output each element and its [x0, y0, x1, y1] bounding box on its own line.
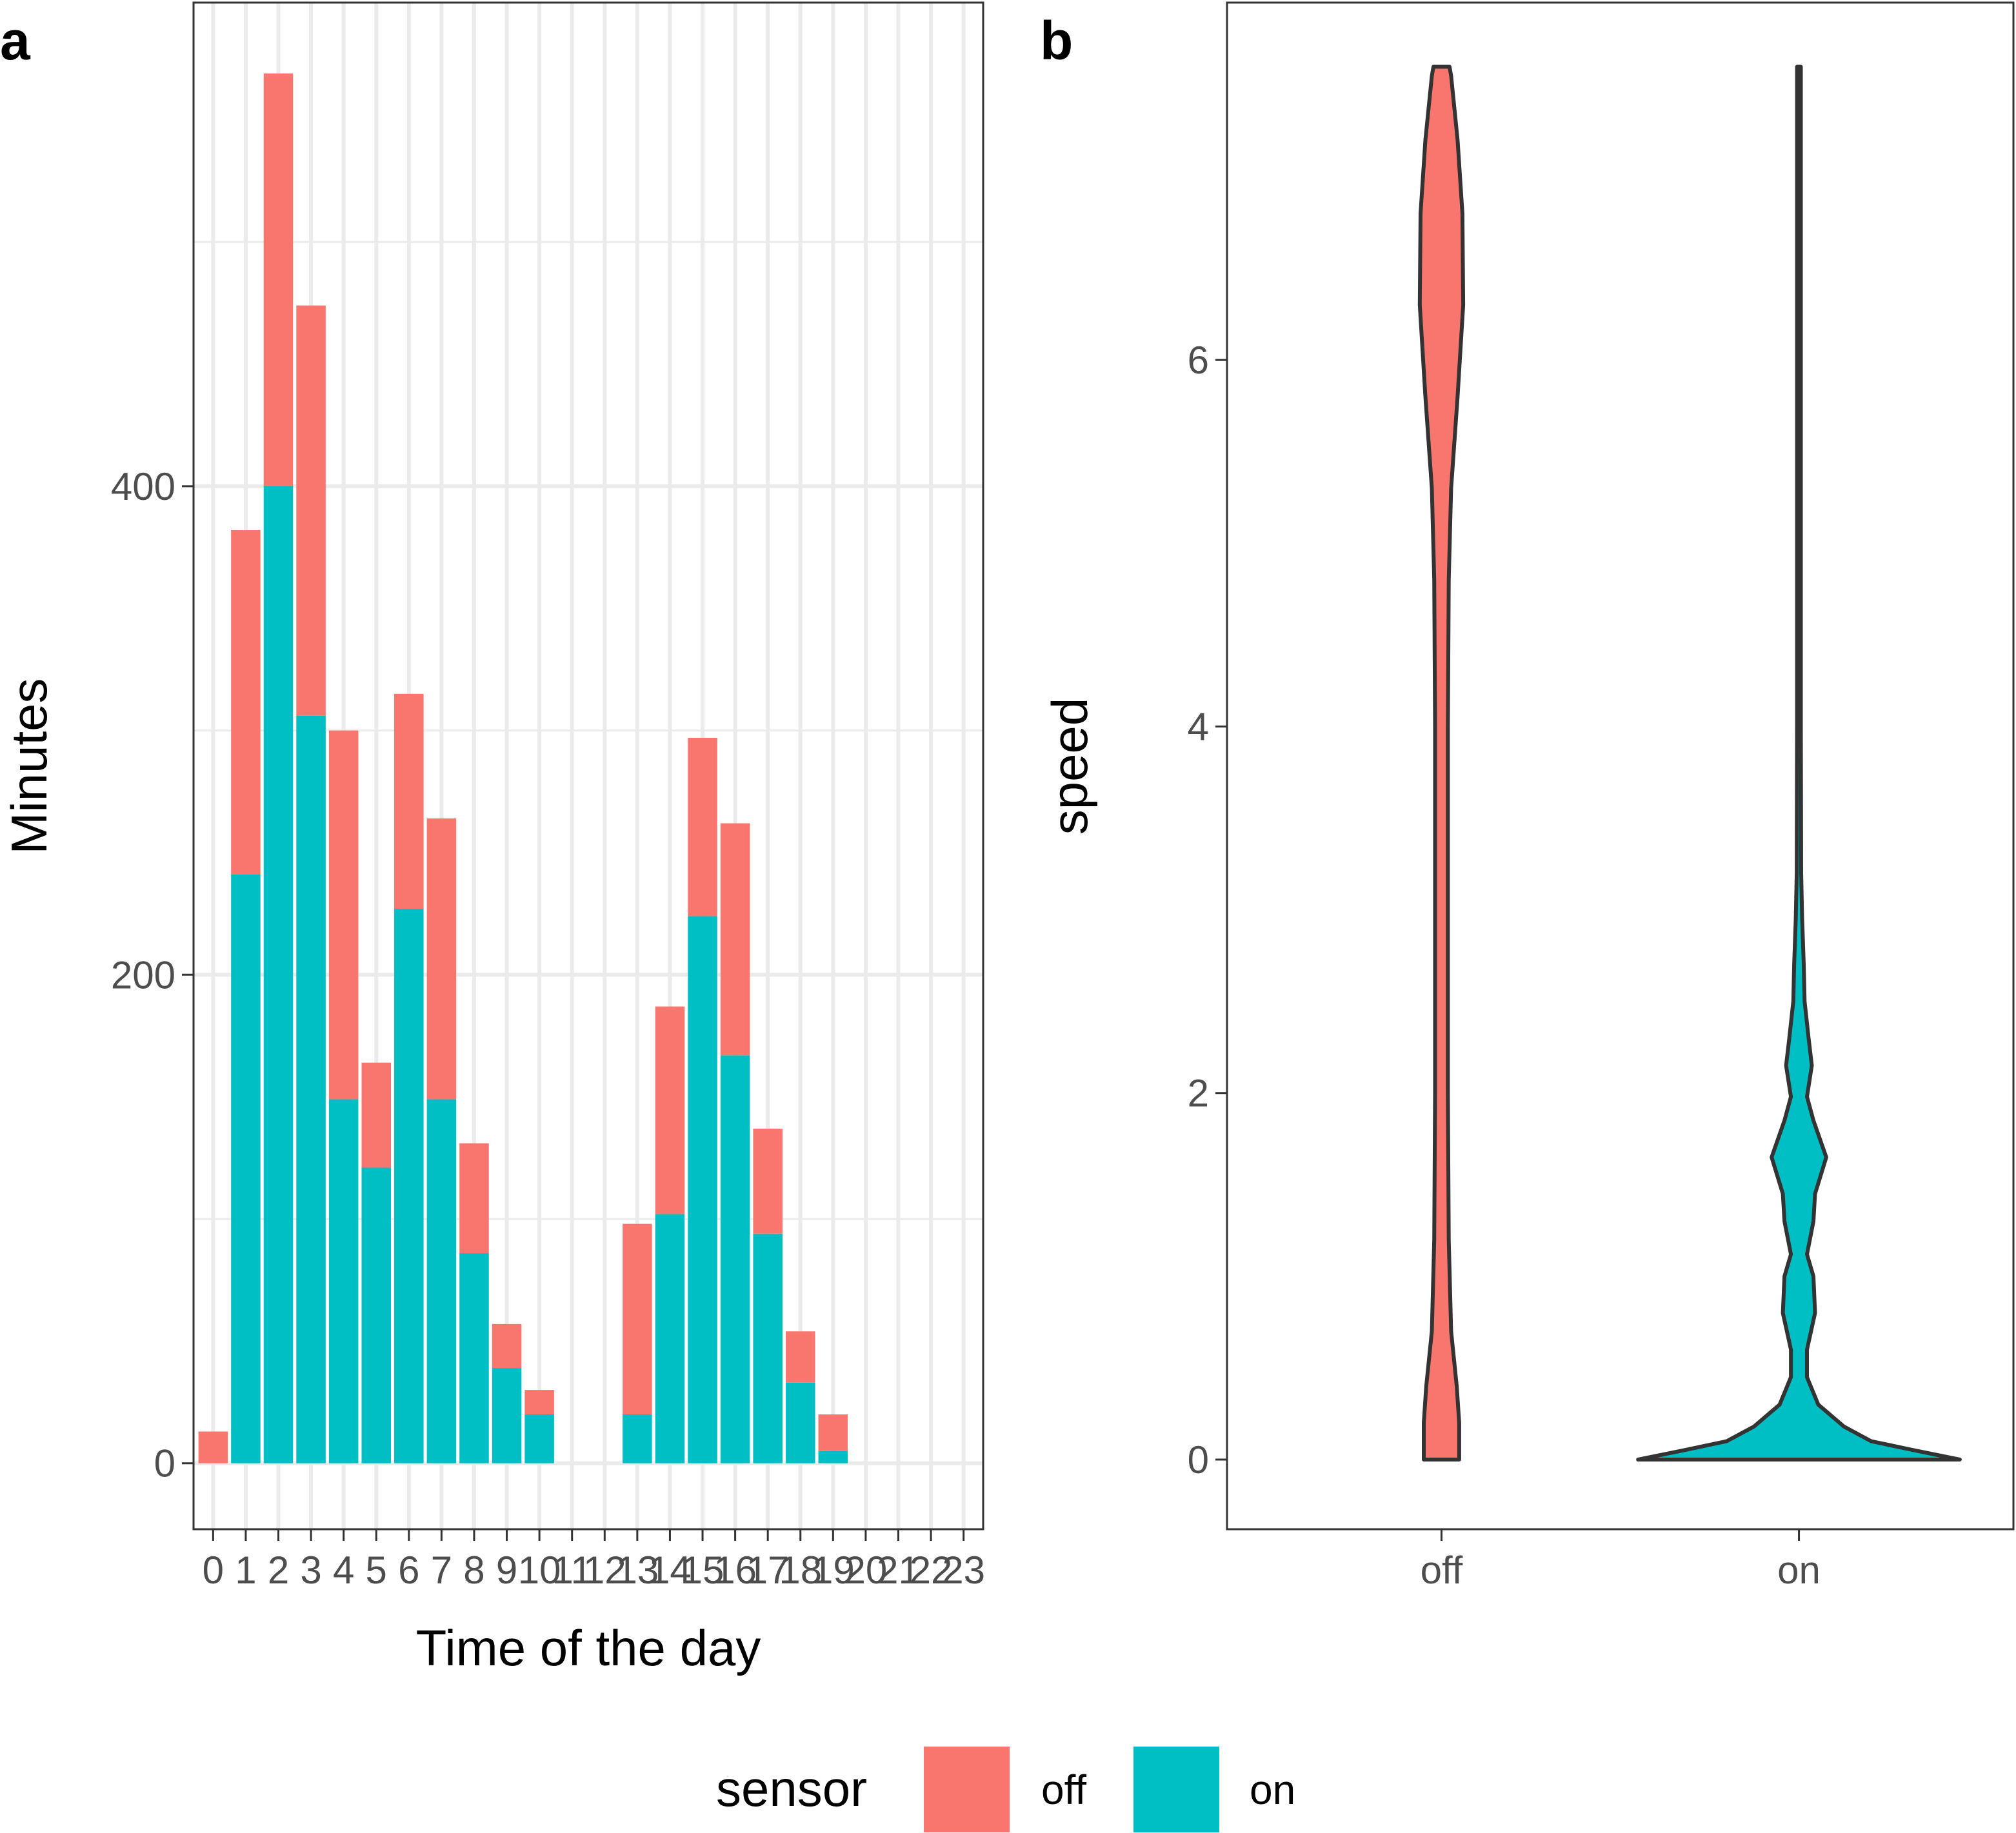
- legend-swatch-on: [1133, 1747, 1219, 1832]
- x-tick-label: 21: [877, 1549, 920, 1592]
- x-tick-label: 9: [496, 1549, 517, 1592]
- bar-segment-off: [328, 730, 359, 1100]
- panel-b-x-axis: off on: [1421, 1529, 1821, 1592]
- x-tick-label: 15: [681, 1549, 724, 1592]
- x-tick-label: 4: [333, 1549, 354, 1592]
- x-tick-label: 16: [714, 1549, 757, 1592]
- x-tick-label: 19: [812, 1549, 855, 1592]
- bar-segment-on: [524, 1414, 554, 1463]
- bar-segment-on: [753, 1233, 783, 1463]
- bar-segment-off: [426, 818, 457, 1100]
- y-tick-label: 0: [1188, 1438, 1209, 1481]
- bar-segment-off: [263, 73, 294, 486]
- bar-segment-off: [786, 1331, 815, 1383]
- panel-a-bars: [198, 73, 848, 1463]
- y-tick-label: 200: [111, 953, 175, 996]
- x-tick-label: 2: [268, 1549, 289, 1592]
- bar-segment-on: [623, 1414, 652, 1463]
- bar-segment-on: [361, 1167, 391, 1463]
- bar-segment-on: [459, 1253, 489, 1463]
- violin-on: [1636, 64, 1962, 1461]
- bar-segment-off: [361, 1062, 391, 1168]
- x-tick-label: 7: [431, 1549, 452, 1592]
- panel-b-y-axis: 0 2 4 6: [1188, 339, 1227, 1481]
- x-tick-label: 13: [615, 1549, 659, 1592]
- bar-segment-off: [459, 1143, 489, 1254]
- bar-segment-off: [753, 1128, 783, 1234]
- x-tick-label: 0: [203, 1549, 224, 1592]
- panel-a-letter: a: [0, 10, 31, 71]
- bar-segment-off: [623, 1224, 652, 1415]
- bar-segment-on: [426, 1099, 457, 1463]
- x-tick-label: 18: [779, 1549, 822, 1592]
- bar-segment-on: [231, 875, 261, 1463]
- bar-segment-on: [655, 1214, 685, 1463]
- x-tick-label: 12: [583, 1549, 626, 1592]
- bar-segment-on: [394, 909, 424, 1463]
- x-tick-label: on: [1777, 1549, 1821, 1592]
- x-tick-label: 17: [746, 1549, 790, 1592]
- x-tick-label: off: [1421, 1549, 1463, 1592]
- bar-segment-on: [688, 916, 717, 1463]
- panel-b-border: [1226, 1, 2015, 1531]
- y-tick-label: 6: [1188, 339, 1209, 382]
- legend-label-off: off: [1041, 1767, 1086, 1813]
- legend-title: sensor: [716, 1760, 867, 1817]
- bar-segment-off: [296, 305, 326, 716]
- x-tick-label: 20: [844, 1549, 888, 1592]
- panel-b-y-axis-title: speed: [1041, 698, 1098, 835]
- panel-a-y-axis: 0 200 400: [111, 465, 194, 1485]
- panel-b-background: [1227, 3, 2013, 1529]
- panel-b-letter: b: [1040, 10, 1073, 71]
- bar-segment-off: [688, 737, 717, 916]
- bar-segment-off: [524, 1390, 554, 1415]
- bar-segment-on: [818, 1451, 848, 1463]
- bar-segment-on: [720, 1055, 750, 1463]
- bar-segment-off: [655, 1006, 685, 1214]
- bar-segment-on: [492, 1368, 522, 1463]
- violin-off: [1417, 64, 1466, 1461]
- bar-segment-off: [198, 1431, 228, 1463]
- x-tick-label: 10: [518, 1549, 561, 1592]
- bar-segment-on: [328, 1099, 359, 1463]
- panel-a-y-axis-title: Minutes: [1, 678, 57, 854]
- y-tick-label: 2: [1188, 1072, 1209, 1115]
- bar-segment-off: [818, 1414, 848, 1451]
- x-tick-label: 5: [366, 1549, 387, 1592]
- bar-segment-off: [231, 530, 261, 875]
- x-tick-label: 23: [942, 1549, 985, 1592]
- x-tick-label: 1: [235, 1549, 256, 1592]
- bar-segment-on: [786, 1382, 815, 1463]
- panel-a-x-axis-title: Time of the day: [416, 1620, 761, 1676]
- bar-segment-on: [296, 715, 326, 1463]
- bar-segment-on: [263, 486, 294, 1463]
- y-tick-label: 4: [1188, 705, 1209, 748]
- y-tick-label: 0: [154, 1442, 175, 1485]
- legend-label-on: on: [1250, 1767, 1295, 1813]
- x-tick-label: 14: [648, 1549, 692, 1592]
- x-tick-label: 11: [552, 1549, 592, 1592]
- legend-swatch-off: [924, 1747, 1010, 1832]
- panel-b-violins: [1417, 64, 1962, 1461]
- bar-segment-off: [394, 693, 424, 909]
- y-tick-label: 400: [111, 465, 175, 508]
- x-tick-label: 8: [463, 1549, 484, 1592]
- x-tick-label: 3: [300, 1549, 321, 1592]
- bar-segment-off: [720, 823, 750, 1056]
- panel-a-border: [192, 1, 984, 1531]
- x-tick-label: 6: [398, 1549, 419, 1592]
- x-tick-label: 22: [910, 1549, 953, 1592]
- bar-segment-off: [492, 1323, 522, 1369]
